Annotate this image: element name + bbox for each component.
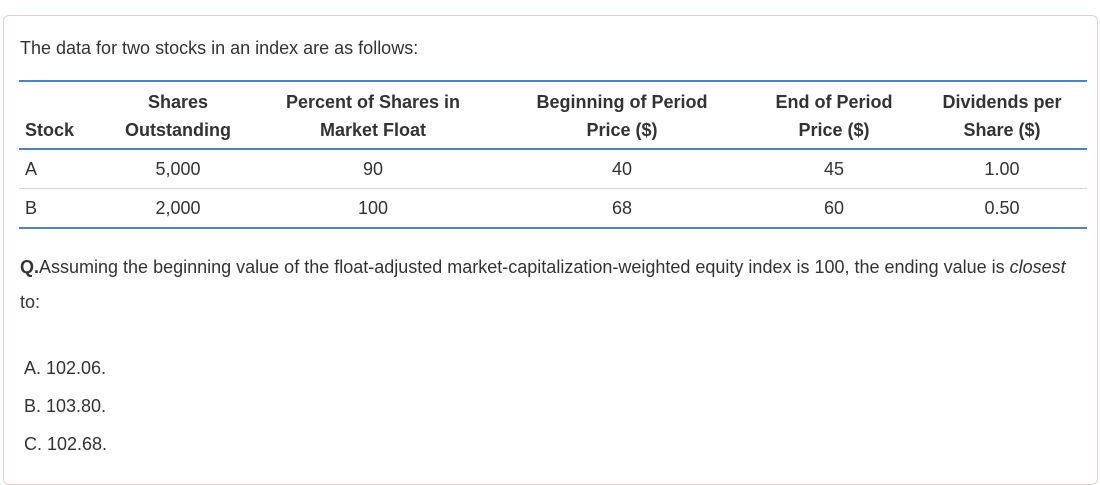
cell-begin-price: 68: [611, 197, 633, 218]
answer-option-a[interactable]: A. 102.06.: [24, 358, 107, 378]
cell-end-price: 45: [751, 149, 917, 189]
intro-text: The data for two stocks in an index are …: [20, 38, 419, 58]
cell-stock: B: [25, 197, 38, 218]
header-beginning-price: Beginning of Period Price ($): [493, 81, 751, 150]
table-header-row: Stock Shares Outstanding Percent of Share…: [19, 81, 1087, 150]
cell-shares: 2,000: [155, 197, 201, 218]
stock-data-table: Stock Shares Outstanding Percent of Share…: [19, 80, 1087, 229]
answer-option-c[interactable]: C. 102.68.: [24, 434, 108, 454]
cell-dividends: 1.00: [917, 149, 1087, 189]
table-row: A 5,000 90 40 45 1.00: [19, 149, 1087, 189]
header-dividends: Dividends per Share ($): [917, 81, 1087, 150]
question-card: The data for two stocks in an index are …: [3, 15, 1098, 485]
cell-dividends: 0.50: [984, 197, 1020, 218]
answer-options: A. 102.06. B. 103.80. C. 102.68.: [24, 349, 107, 463]
cell-float: 100: [357, 197, 389, 218]
question-emphasis: closest: [1009, 257, 1066, 277]
header-percent-float: Percent of Shares in Market Float: [253, 81, 493, 150]
answer-option-b[interactable]: B. 103.80.: [24, 396, 107, 416]
cell-end-price: 60: [823, 197, 845, 218]
question-text: Q.Assuming the beginning value of the fl…: [20, 250, 1070, 320]
table-row: B 2,000 100 68 60 0.50: [19, 189, 1087, 229]
cell-begin-price: 40: [493, 149, 751, 189]
cell-float: 90: [253, 149, 493, 189]
header-stock: Stock: [19, 81, 103, 150]
question-label: Q.: [20, 257, 40, 277]
question-body: Assuming the beginning value of the floa…: [39, 257, 1010, 277]
cell-shares: 5,000: [103, 149, 253, 189]
question-body-end: to:: [20, 292, 41, 312]
cell-stock: A: [19, 149, 103, 189]
header-end-price: End of Period Price ($): [751, 81, 917, 150]
header-shares-outstanding: Shares Outstanding: [103, 81, 253, 150]
